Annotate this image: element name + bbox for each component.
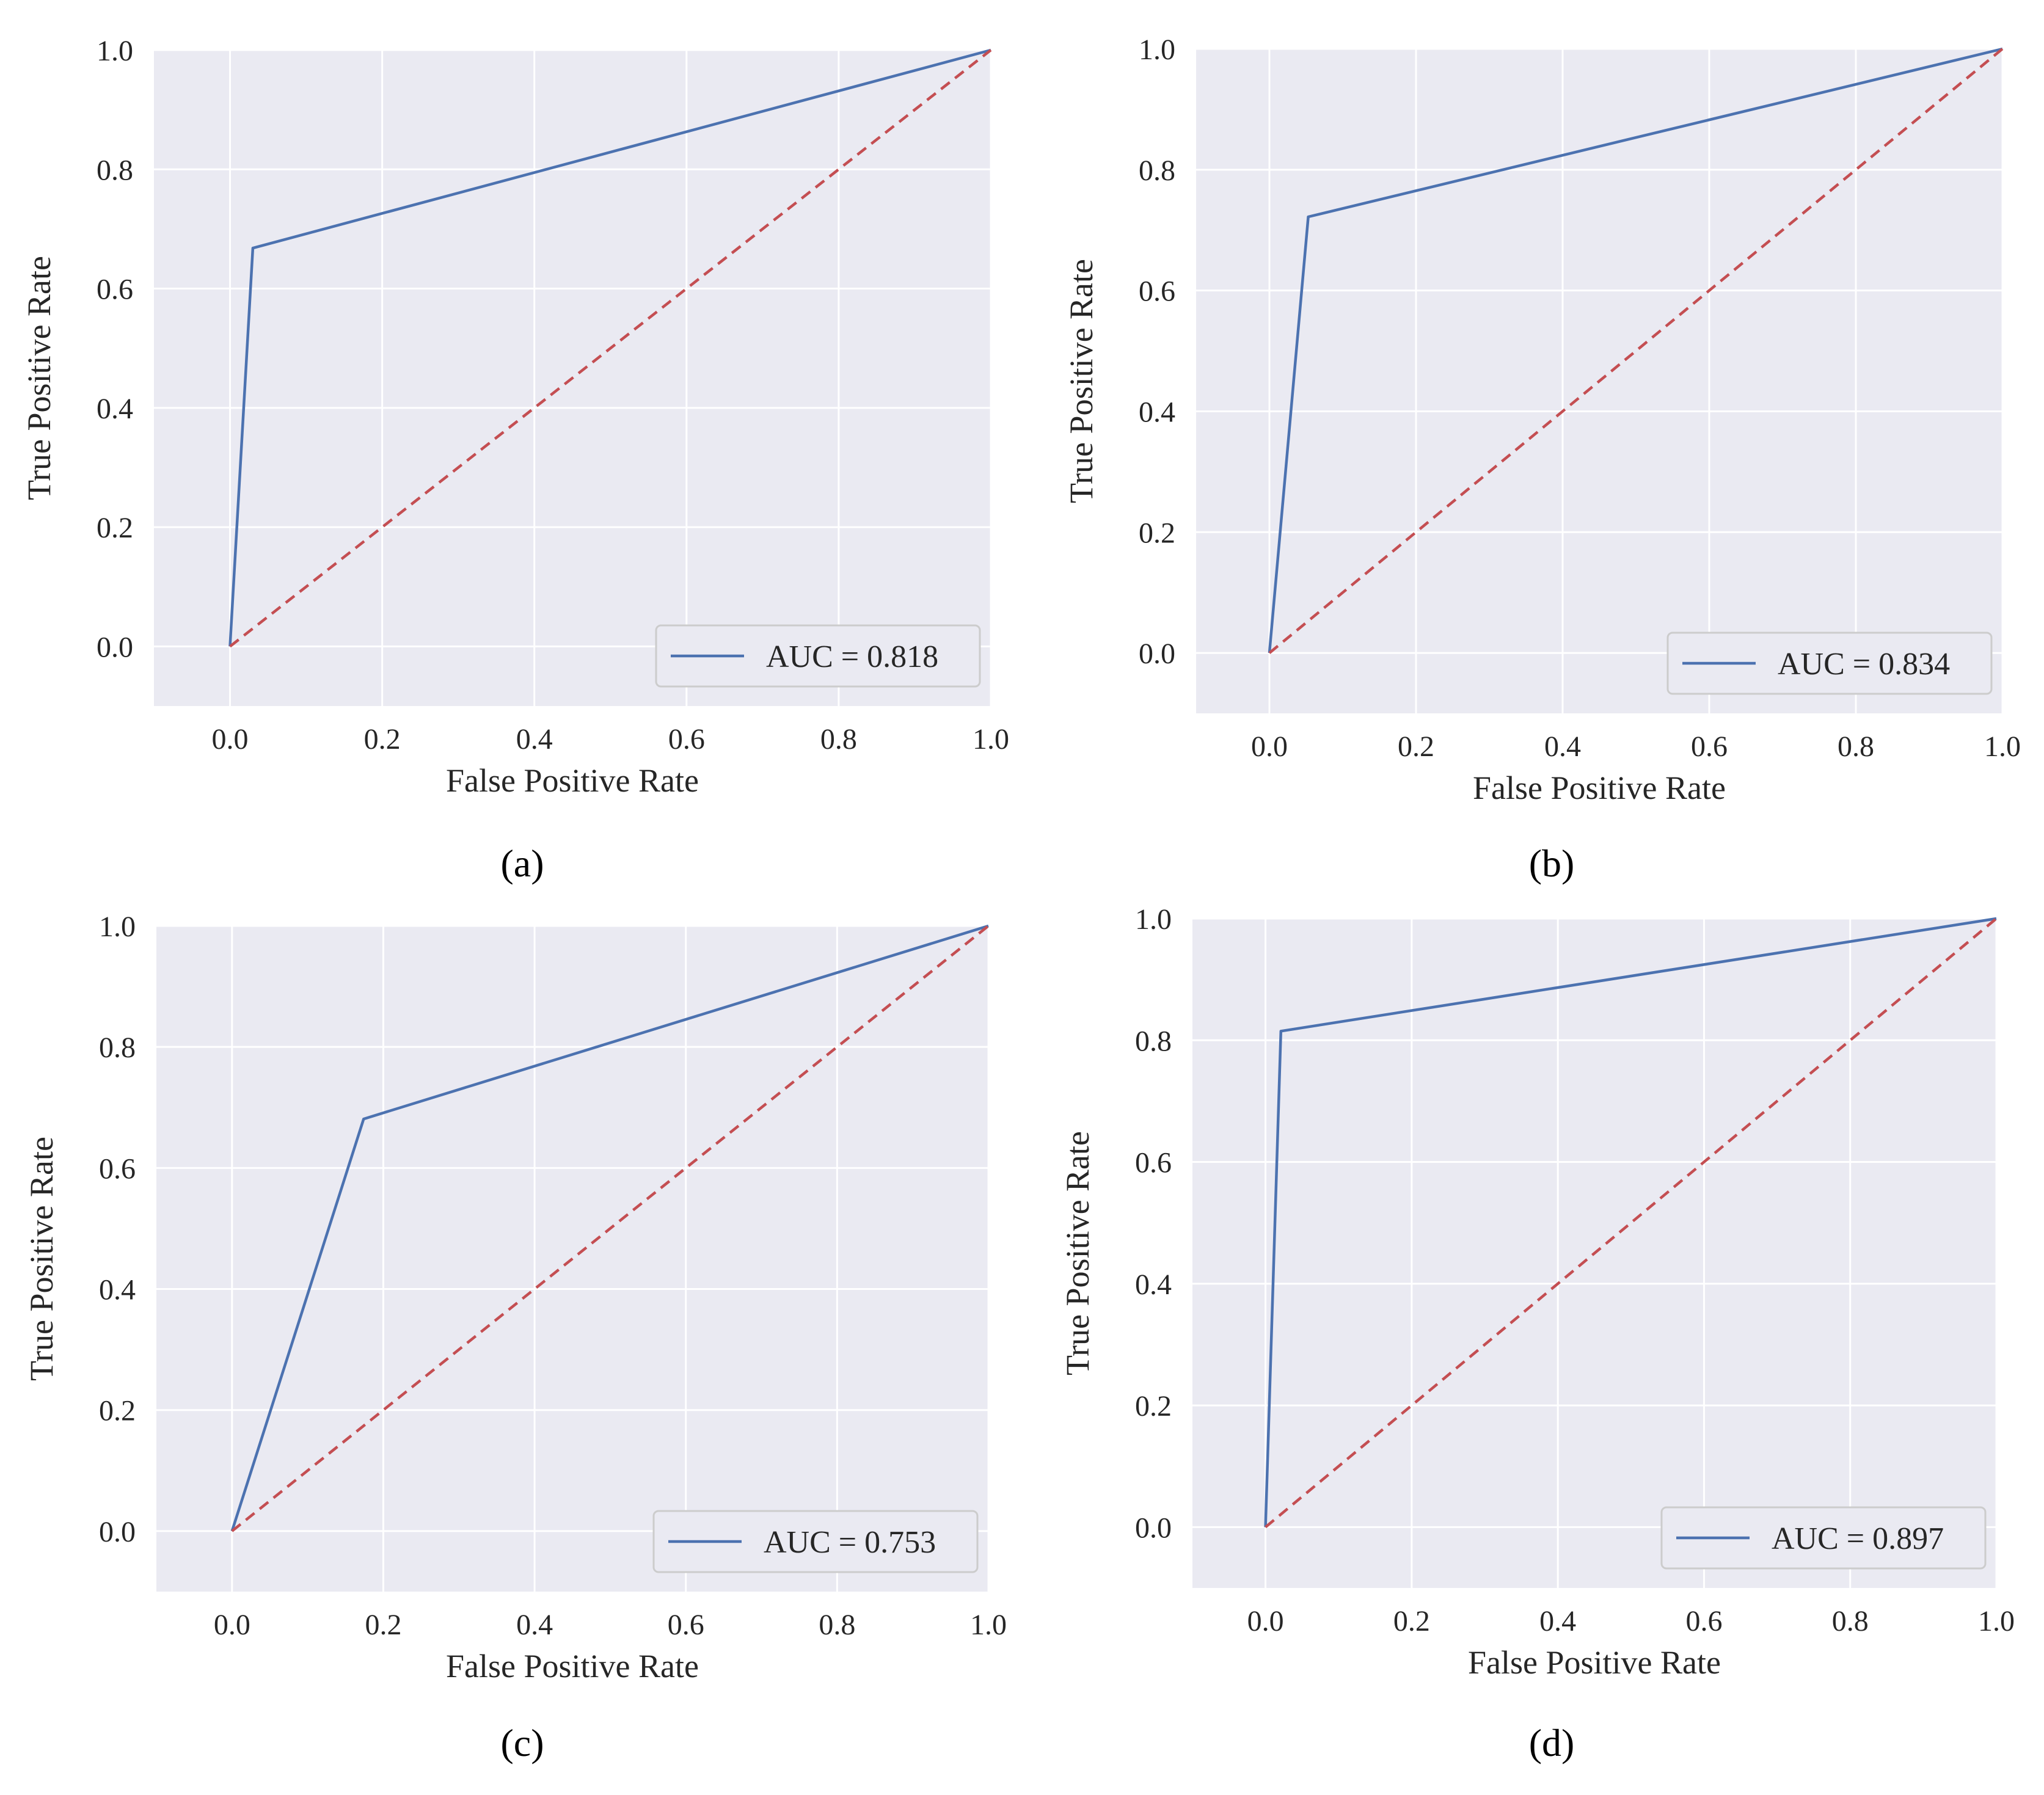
x-tick-label: 0.6 xyxy=(1691,730,1728,763)
legend-box xyxy=(655,624,981,688)
y-tick-label: 1.0 xyxy=(1135,903,1172,936)
legend-label: AUC = 0.834 xyxy=(1778,647,1950,682)
y-tick-label: 0.8 xyxy=(1135,1025,1172,1057)
y-tick-label: 0.8 xyxy=(97,154,133,186)
x-tick-label: 0.0 xyxy=(1251,730,1288,763)
x-tick-label: 0.0 xyxy=(212,723,249,756)
y-tick-label: 0.0 xyxy=(1139,638,1175,670)
legend-label: AUC = 0.753 xyxy=(764,1525,936,1560)
x-tick-label: 0.8 xyxy=(1832,1605,1869,1637)
y-tick-label: 0.8 xyxy=(1139,155,1175,187)
roc-curve-line xyxy=(1268,47,2003,654)
roc-curve-line xyxy=(228,48,991,647)
y-tick-label: 0.2 xyxy=(1139,517,1175,549)
y-tick-label: 0.6 xyxy=(99,1152,136,1185)
y-tick-label: 0.4 xyxy=(1139,396,1175,428)
chart-panel-c: 0.0 0.2 0.4 0.6 0.8 1.0 0.0 0.2 0.4 0.6 0.8 1.0 Fals… xyxy=(23,911,1007,1764)
x-axis-label: False Positive Rate xyxy=(1468,1644,1721,1681)
x-tick-label: 0.4 xyxy=(516,723,553,756)
legend-box xyxy=(652,1510,979,1573)
x-tick-label: 0.8 xyxy=(819,1609,855,1641)
x-tick-label: 0.2 xyxy=(365,1609,401,1641)
panel-caption: (a) xyxy=(500,842,544,885)
x-tick-label: 0.6 xyxy=(1685,1605,1722,1637)
y-tick-label: 0.2 xyxy=(99,1395,136,1427)
y-tick-label: 1.0 xyxy=(99,911,136,943)
x-tick-label: 0.0 xyxy=(1247,1605,1284,1637)
y-tick-label: 0.4 xyxy=(1135,1269,1172,1301)
y-tick-label: 1.0 xyxy=(1139,34,1175,66)
x-tick-label: 1.0 xyxy=(970,1609,1007,1641)
y-tick-label: 0.6 xyxy=(97,274,133,306)
y-axis-label: True Positive Rate xyxy=(23,1137,60,1381)
x-tick-label: 0.0 xyxy=(214,1609,250,1641)
y-tick-label: 0.6 xyxy=(1135,1147,1172,1179)
y-tick-label: 0.2 xyxy=(97,512,133,544)
chart-panel-b: 0.0 0.2 0.4 0.6 0.8 1.0 0.0 0.2 0.4 0.6 0.8 1.0 Fals… xyxy=(1063,34,2021,885)
x-tick-label: 0.4 xyxy=(1544,730,1581,763)
y-tick-label: 0.0 xyxy=(97,631,133,663)
x-tick-label: 0.2 xyxy=(364,723,401,756)
legend: AUC = 0.897 xyxy=(1660,1506,1987,1570)
x-tick-label: 1.0 xyxy=(973,723,1009,756)
panel-caption: (c) xyxy=(500,1721,544,1764)
x-tick-label: 1.0 xyxy=(1984,730,2021,763)
legend: AUC = 0.818 xyxy=(655,624,981,688)
y-tick-label: 0.0 xyxy=(1135,1512,1172,1544)
roc-curve-line xyxy=(1264,917,1997,1527)
panel-caption: (b) xyxy=(1529,842,1575,885)
y-tick-label: 0.6 xyxy=(1139,275,1175,308)
legend-box xyxy=(1666,632,1993,695)
y-axis-label: True Positive Rate xyxy=(1063,259,1100,503)
x-tick-label: 0.8 xyxy=(1838,730,1874,763)
legend-box xyxy=(1660,1506,1987,1570)
x-tick-label: 0.4 xyxy=(1539,1605,1576,1637)
chart-panel-a: 0.0 0.2 0.4 0.6 0.8 1.0 0.0 0.2 0.4 0.6 0.8 1.0 Fals… xyxy=(21,35,1009,885)
x-tick-label: 0.2 xyxy=(1393,1605,1430,1637)
x-axis-label: False Positive Rate xyxy=(446,762,699,799)
x-tick-label: 0.4 xyxy=(516,1609,553,1641)
y-tick-label: 1.0 xyxy=(97,35,133,67)
legend: AUC = 0.834 xyxy=(1666,632,1993,695)
y-axis-label: True Positive Rate xyxy=(1059,1131,1096,1375)
x-axis-label: False Positive Rate xyxy=(1473,770,1726,806)
x-tick-label: 0.2 xyxy=(1398,730,1434,763)
x-tick-label: 0.6 xyxy=(668,1609,704,1641)
legend-label: AUC = 0.897 xyxy=(1772,1521,1944,1556)
y-tick-label: 0.2 xyxy=(1135,1390,1172,1422)
chance-line xyxy=(231,925,990,1532)
chance-line xyxy=(229,49,992,648)
chart-panel-d: 0.0 0.2 0.4 0.6 0.8 1.0 0.0 0.2 0.4 0.6 0.8 1.0 Fals… xyxy=(1059,903,2015,1764)
legend: AUC = 0.753 xyxy=(652,1510,979,1573)
y-tick-label: 0.8 xyxy=(99,1032,136,1064)
x-axis-label: False Positive Rate xyxy=(446,1648,699,1684)
x-tick-label: 0.8 xyxy=(820,723,857,756)
x-tick-label: 1.0 xyxy=(1978,1605,2015,1637)
legend-label: AUC = 0.818 xyxy=(766,639,938,674)
panel-caption: (d) xyxy=(1529,1721,1575,1764)
y-tick-label: 0.0 xyxy=(99,1516,136,1548)
y-tick-label: 0.4 xyxy=(97,393,133,425)
y-tick-label: 0.4 xyxy=(99,1274,136,1306)
y-axis-label: True Positive Rate xyxy=(21,256,57,500)
roc-curve-line xyxy=(230,924,989,1532)
x-tick-label: 0.6 xyxy=(668,723,705,756)
